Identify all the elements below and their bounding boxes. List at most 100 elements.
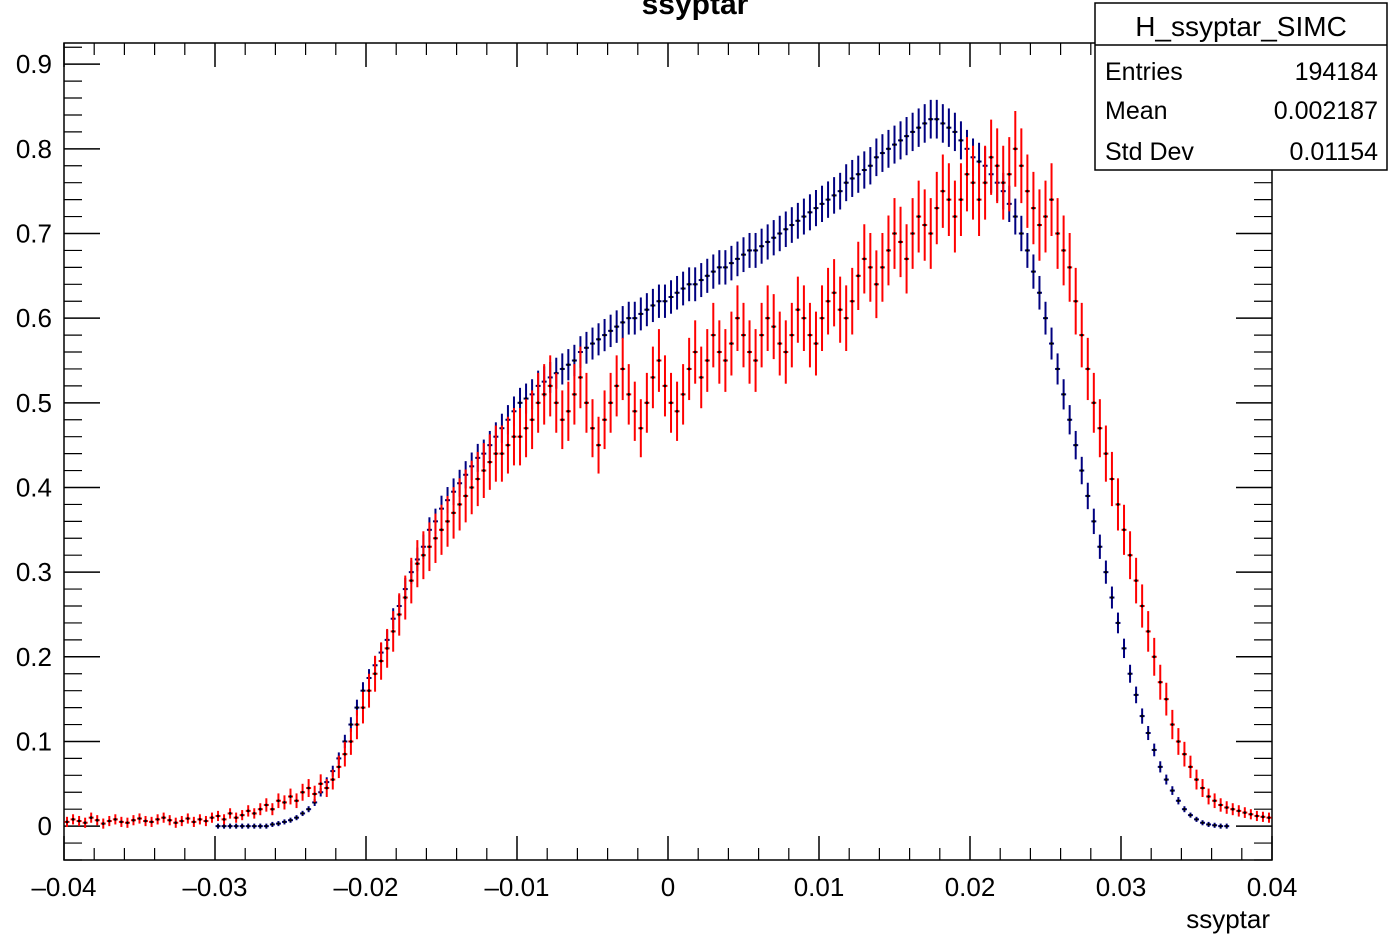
chart-title: ssyptar: [642, 0, 749, 21]
point-marker: [711, 270, 715, 273]
point-marker: [705, 359, 709, 362]
point-marker: [572, 359, 576, 362]
point-marker: [379, 659, 383, 663]
data-point: [1043, 301, 1048, 335]
y-tick-label: 0.7: [16, 218, 52, 248]
point-marker: [458, 503, 462, 506]
point-marker: [796, 308, 800, 312]
point-marker: [941, 189, 945, 193]
point-marker: [385, 646, 389, 650]
data-point: [1097, 399, 1103, 458]
point-marker: [579, 376, 582, 379]
point-marker: [699, 278, 703, 282]
data-point: [269, 821, 275, 827]
data-point: [813, 311, 819, 376]
data-point: [970, 145, 976, 220]
point-marker: [850, 177, 854, 180]
point-marker: [506, 443, 510, 447]
data-point: [777, 215, 783, 252]
data-point: [741, 237, 746, 273]
point-marker: [295, 816, 298, 820]
point-marker: [119, 820, 123, 824]
data-point: [118, 816, 124, 827]
point-marker: [911, 130, 915, 134]
point-marker: [313, 792, 317, 796]
point-marker: [1122, 646, 1126, 650]
data-point: [952, 112, 958, 152]
point-marker: [717, 265, 721, 269]
data-point: [741, 302, 746, 368]
data-point: [215, 823, 221, 829]
data-point: [541, 364, 547, 425]
point-marker: [1025, 189, 1029, 193]
data-point: [656, 284, 662, 318]
point-marker: [778, 232, 782, 235]
data-point: [1127, 531, 1133, 580]
data-point: [698, 263, 704, 298]
data-point: [324, 779, 330, 798]
point-marker: [893, 143, 896, 146]
point-marker: [1068, 418, 1072, 422]
data-point: [662, 355, 668, 417]
point-marker: [887, 147, 890, 151]
data-point: [1236, 805, 1242, 817]
point-marker: [868, 265, 872, 269]
point-marker: [796, 219, 800, 223]
data-point: [1000, 145, 1006, 220]
data-point: [233, 812, 239, 823]
point-marker: [844, 181, 848, 185]
data-point: [1115, 612, 1121, 634]
data-point: [76, 815, 82, 827]
data-point: [988, 119, 994, 195]
point-marker: [633, 409, 637, 413]
point-marker: [554, 401, 558, 405]
data-point: [777, 311, 783, 376]
data-point: [366, 673, 372, 708]
point-marker: [252, 812, 256, 815]
data-point: [765, 285, 771, 351]
x-tick-label: 0.03: [1096, 872, 1147, 902]
data-point: [819, 185, 825, 223]
point-marker: [1176, 740, 1180, 743]
data-point: [1012, 198, 1018, 235]
point-marker: [512, 435, 516, 439]
data-point: [1133, 686, 1139, 704]
data-point: [590, 399, 595, 458]
data-point: [318, 774, 324, 794]
point-marker: [258, 807, 262, 811]
x-tick-label: –0.02: [333, 872, 398, 902]
x-tick-label: 0.04: [1247, 872, 1298, 902]
data-point: [1187, 812, 1193, 818]
point-marker: [977, 160, 981, 163]
data-point: [716, 320, 722, 384]
point-marker: [603, 333, 606, 337]
data-point: [1091, 508, 1097, 535]
data-point: [1194, 769, 1199, 790]
data-point: [596, 416, 602, 474]
data-series: [64, 99, 1272, 829]
data-point: [275, 821, 281, 827]
data-point: [1127, 664, 1133, 683]
stats-box-title: H_ssyptar_SIMC: [1135, 11, 1347, 42]
data-point: [789, 207, 795, 243]
point-marker: [1038, 223, 1041, 227]
point-marker: [711, 333, 715, 337]
point-marker: [337, 765, 341, 769]
point-marker: [1170, 789, 1174, 792]
point-marker: [1261, 815, 1265, 819]
data-point: [257, 823, 263, 829]
data-point: [1121, 638, 1127, 659]
data-point: [1061, 379, 1067, 410]
data-point: [873, 138, 879, 177]
data-point: [1024, 154, 1030, 228]
data-point: [493, 425, 499, 482]
point-marker: [150, 820, 153, 824]
data-point: [608, 314, 614, 348]
point-marker: [488, 460, 492, 464]
data-point: [517, 407, 523, 466]
point-marker: [687, 282, 691, 286]
point-marker: [494, 452, 498, 456]
data-point: [692, 320, 698, 384]
data-point: [940, 104, 946, 143]
data-point: [728, 245, 734, 281]
